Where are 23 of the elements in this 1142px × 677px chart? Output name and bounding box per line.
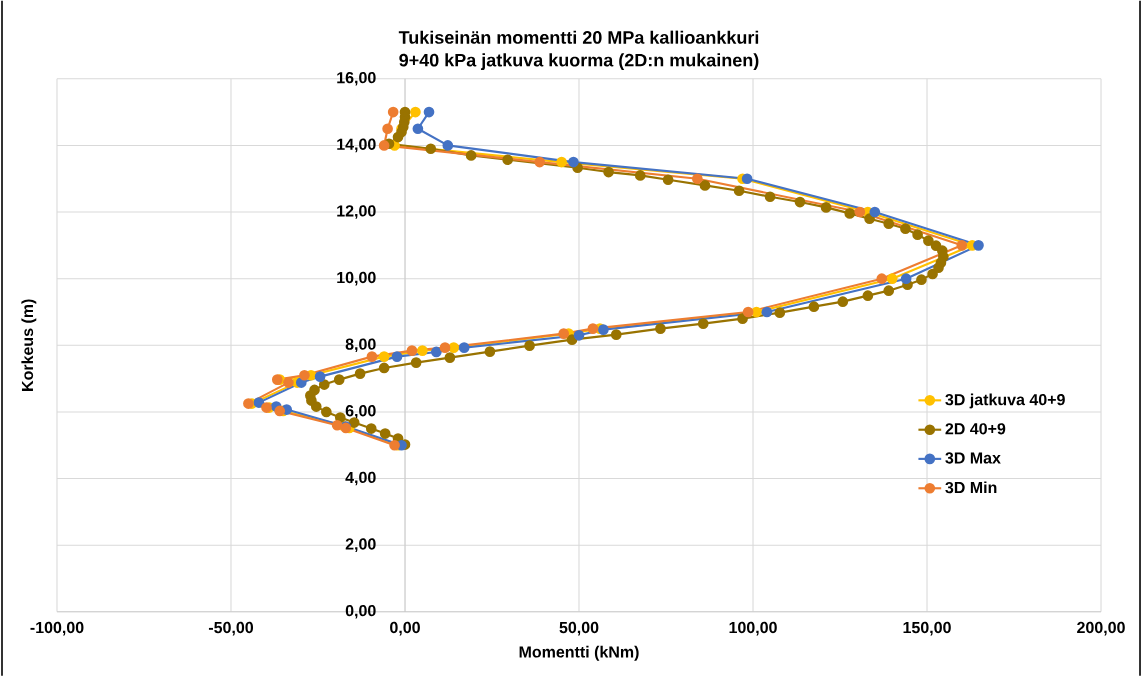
y-axis-title: Korkeus (m) [21,299,37,392]
legend-label: 3D jatkuva 40+9 [945,393,1065,409]
legend-label: 2D 40+9 [945,423,1006,435]
legend-label: 3D Min [945,481,997,494]
x-tick-label: 50,00 [559,622,599,636]
y-tick-label: 10,00 [337,272,376,286]
x-axis-title: Momentti (kNm) [519,646,639,661]
y-tick-label: 2,00 [345,538,376,553]
x-tick-label: 200,00 [1077,622,1125,636]
y-tick-label: 16,00 [337,72,376,86]
chart-title: Tukiseinän momentti 20 MPa kallioankkuri 9+40 kPa jatkuva kuorma (2D:n mukainen) [398,30,759,71]
legend-label: 3D Max [945,452,1001,464]
y-tick-label: 8,00 [345,338,376,353]
y-tick-label: 0,00 [345,605,376,619]
y-tick-label: 12,00 [337,205,376,220]
y-tick-label: 6,00 [345,405,376,419]
x-tick-label: -100,00 [30,622,84,636]
x-tick-label: 0,00 [390,622,420,636]
x-tick-label: 150,00 [903,622,951,636]
x-tick-label: -50,00 [208,622,254,636]
y-tick-label: 4,00 [345,471,376,486]
x-tick-label: 100,00 [729,622,777,636]
y-tick-label: 14,00 [337,138,376,153]
